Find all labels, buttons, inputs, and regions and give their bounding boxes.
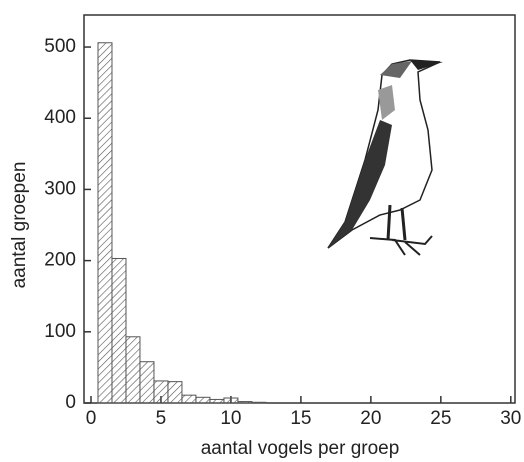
x-tick-label: 5 bbox=[156, 408, 167, 429]
bar bbox=[98, 43, 112, 403]
x-axis-label: aantal vogels per groep bbox=[201, 438, 400, 459]
bar bbox=[252, 402, 266, 403]
bar bbox=[112, 258, 126, 403]
bar bbox=[126, 337, 140, 403]
bar bbox=[140, 362, 154, 403]
y-tick-label: 400 bbox=[44, 107, 76, 128]
bar bbox=[210, 399, 224, 403]
bar bbox=[238, 402, 252, 403]
bar bbox=[196, 397, 210, 403]
bar bbox=[154, 381, 168, 403]
x-tick-label: 20 bbox=[360, 408, 381, 429]
x-tick-label: 15 bbox=[290, 408, 311, 429]
bar bbox=[168, 382, 182, 403]
y-tick-label: 0 bbox=[65, 392, 76, 413]
bar bbox=[182, 395, 196, 403]
chart: aantal vogels per groep aantal groepen 0… bbox=[0, 0, 524, 462]
plot-frame bbox=[84, 15, 515, 403]
bar bbox=[224, 398, 238, 403]
y-tick-label: 100 bbox=[44, 321, 76, 342]
y-tick-label: 500 bbox=[44, 36, 76, 57]
x-tick-label: 30 bbox=[500, 408, 521, 429]
y-tick-label: 200 bbox=[44, 250, 76, 271]
x-tick-label: 10 bbox=[220, 408, 241, 429]
x-tick-label: 25 bbox=[430, 408, 451, 429]
bird-illustration bbox=[328, 60, 443, 255]
y-axis-label: aantal groepen bbox=[9, 162, 30, 289]
y-tick-label: 300 bbox=[44, 178, 76, 199]
x-tick-label: 0 bbox=[86, 408, 97, 429]
